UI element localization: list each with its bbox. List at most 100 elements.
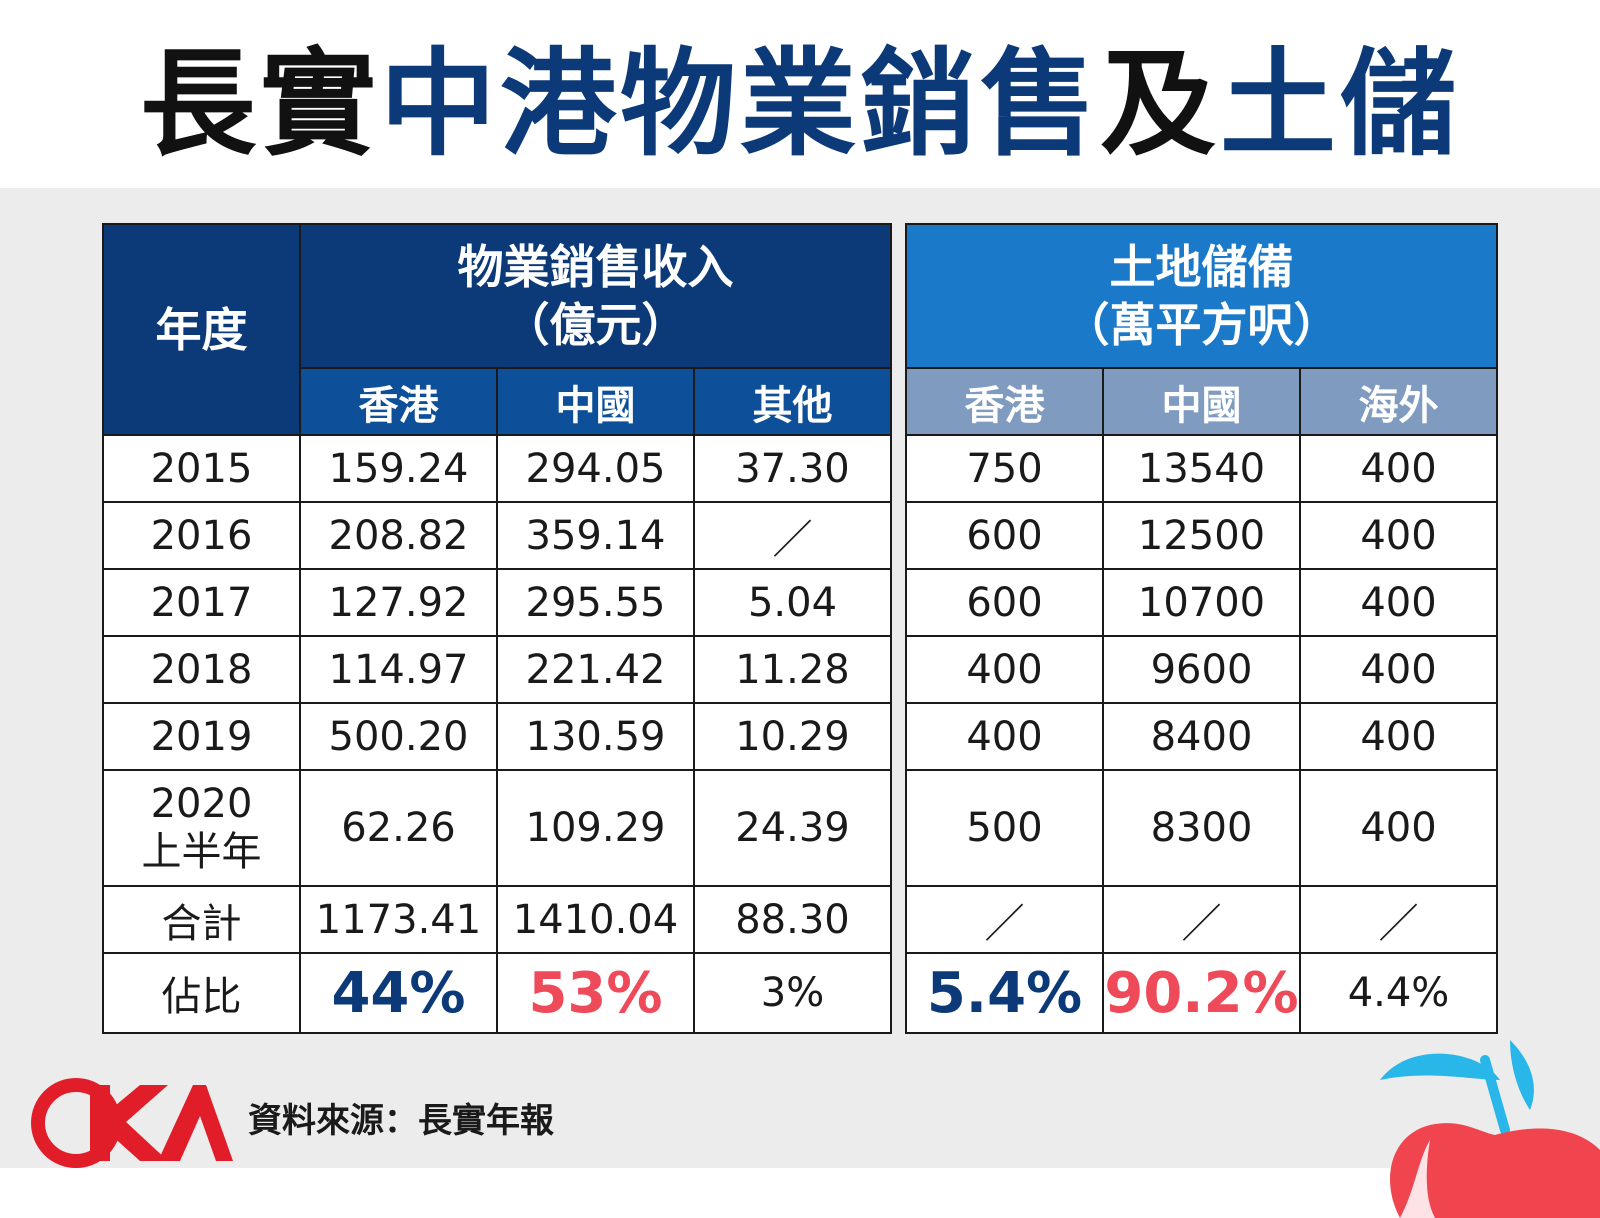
land-col-hk: 香港 <box>905 367 1104 436</box>
sales-value-cell: 24.39 <box>693 769 892 887</box>
ck-logo-a <box>158 1085 233 1161</box>
sales-table-body: 2015 159.24 294.05 37.30 2016 208.82 359.14 ／ 20… <box>102 434 892 1034</box>
table-row: 2020 上半年 62.26 109.29 24.39 <box>102 769 892 887</box>
sales-table: 年度 物業銷售收入 （億元） 香港 中國 其他 2015 159.24 294.05… <box>102 223 892 1034</box>
total-row: 合計 1173.41 1410.04 88.30 <box>102 885 892 954</box>
sales-value-cell: 130.59 <box>496 702 695 771</box>
sales-col-china: 中國 <box>496 367 695 436</box>
apple-leaf <box>1380 1053 1500 1080</box>
apple-bite <box>1400 1140 1435 1218</box>
total-row: ／／／ <box>905 885 1498 954</box>
title-banner: 長實中港物業銷售及土儲 <box>0 0 1600 188</box>
land-col-overseas: 海外 <box>1299 367 1498 436</box>
year-cell: 2020 上半年 <box>102 769 301 887</box>
year-cell-line1: 2020 <box>150 781 253 827</box>
table-row: 400 8400 400 <box>905 702 1498 771</box>
land-table-body: 750 13540 400 600 12500 400 600 10700 400 400 9600… <box>905 434 1498 1034</box>
page-title: 長實中港物業銷售及土儲 <box>140 10 1460 178</box>
land-value-cell: 400 <box>905 702 1104 771</box>
sales-group-title: 物業銷售收入 <box>457 240 734 294</box>
land-value-cell: 400 <box>1299 434 1498 503</box>
sales-value-cell: 37.30 <box>693 434 892 503</box>
share-label-cell: 佔比 <box>102 952 301 1034</box>
apple-icon <box>1380 1040 1600 1218</box>
land-group-unit: （萬平方呎） <box>1063 298 1340 352</box>
land-value-cell: 8300 <box>1102 769 1301 887</box>
table-row: 600 10700 400 <box>905 568 1498 637</box>
table-row: 2017 127.92 295.55 5.04 <box>102 568 892 637</box>
land-value-cell: 9600 <box>1102 635 1301 704</box>
sales-total-cell: 1410.04 <box>496 885 695 954</box>
bottom-strip <box>0 1168 1600 1218</box>
year-cell: 2018 <box>102 635 301 704</box>
land-value-cell: 8400 <box>1102 702 1301 771</box>
sales-value-cell: 221.42 <box>496 635 695 704</box>
source-note: 資料來源：長實年報 <box>248 1101 554 1141</box>
sales-value-cell: 11.28 <box>693 635 892 704</box>
land-value-cell: 12500 <box>1102 501 1301 570</box>
land-value-cell: 400 <box>1299 769 1498 887</box>
sales-share-cell: 44% <box>299 952 498 1034</box>
land-share-cell: 90.2% <box>1102 952 1301 1034</box>
table-row: 2018 114.97 221.42 11.28 <box>102 635 892 704</box>
title-part-land: 土儲 <box>1220 37 1460 172</box>
sales-value-cell: 208.82 <box>299 501 498 570</box>
land-value-cell: 600 <box>905 568 1104 637</box>
total-label-cell: 合計 <box>102 885 301 954</box>
land-group-header: 土地儲備 （萬平方呎） <box>905 223 1498 369</box>
apple-body <box>1390 1123 1600 1218</box>
title-part-company: 長實 <box>140 37 380 172</box>
table-row: 2016 208.82 359.14 ／ <box>102 501 892 570</box>
year-cell: 2019 <box>102 702 301 771</box>
share-row: 佔比 44% 53% 3% <box>102 952 892 1034</box>
table-row: 2015 159.24 294.05 37.30 <box>102 434 892 503</box>
table-row: 2019 500.20 130.59 10.29 <box>102 702 892 771</box>
sales-col-other: 其他 <box>693 367 892 436</box>
land-table: 土地儲備 （萬平方呎） 香港 中國 海外 750 13540 400 600 12500… <box>905 223 1498 1034</box>
apple-leaf-right <box>1510 1040 1534 1110</box>
land-share-cell: 5.4% <box>905 952 1104 1034</box>
land-value-cell: 400 <box>905 635 1104 704</box>
sales-value-cell: 359.14 <box>496 501 695 570</box>
table-row: 500 8300 400 <box>905 769 1498 887</box>
sales-value-cell: 5.04 <box>693 568 892 637</box>
year-cell: 2017 <box>102 568 301 637</box>
year-cell-line2: 上半年 <box>141 829 262 875</box>
ck-logo-k <box>90 1085 168 1161</box>
land-col-china: 中國 <box>1102 367 1301 436</box>
sales-share-cell: 3% <box>693 952 892 1034</box>
land-total-cell: ／ <box>905 885 1104 954</box>
land-group-title: 土地儲備 <box>1109 240 1294 294</box>
sales-value-cell: 10.29 <box>693 702 892 771</box>
table-row: 750 13540 400 <box>905 434 1498 503</box>
sales-value-cell: ／ <box>693 501 892 570</box>
land-value-cell: 400 <box>1299 635 1498 704</box>
sales-group-header: 物業銷售收入 （億元） <box>299 223 892 369</box>
sales-value-cell: 500.20 <box>299 702 498 771</box>
sales-value-cell: 295.55 <box>496 568 695 637</box>
table-row: 400 9600 400 <box>905 635 1498 704</box>
land-value-cell: 13540 <box>1102 434 1301 503</box>
sales-value-cell: 159.24 <box>299 434 498 503</box>
land-value-cell: 400 <box>1299 568 1498 637</box>
land-value-cell: 400 <box>1299 501 1498 570</box>
sales-value-cell: 114.97 <box>299 635 498 704</box>
land-value-cell: 500 <box>905 769 1104 887</box>
land-share-cell: 4.4% <box>1299 952 1498 1034</box>
year-cell: 2015 <box>102 434 301 503</box>
year-cell: 2016 <box>102 501 301 570</box>
title-part-and: 及 <box>1100 37 1220 172</box>
land-value-cell: 600 <box>905 501 1104 570</box>
land-value-cell: 400 <box>1299 702 1498 771</box>
sales-group-unit: （億元） <box>503 298 688 352</box>
year-header: 年度 <box>102 223 301 436</box>
share-row: 5.4% 90.2% 4.4% <box>905 952 1498 1034</box>
sales-value-cell: 62.26 <box>299 769 498 887</box>
land-value-cell: 10700 <box>1102 568 1301 637</box>
ck-logo <box>31 1078 233 1168</box>
title-part-sales: 中港物業銷售 <box>380 37 1100 172</box>
land-total-cell: ／ <box>1299 885 1498 954</box>
sales-value-cell: 109.29 <box>496 769 695 887</box>
sales-total-cell: 1173.41 <box>299 885 498 954</box>
sales-share-cell: 53% <box>496 952 695 1034</box>
